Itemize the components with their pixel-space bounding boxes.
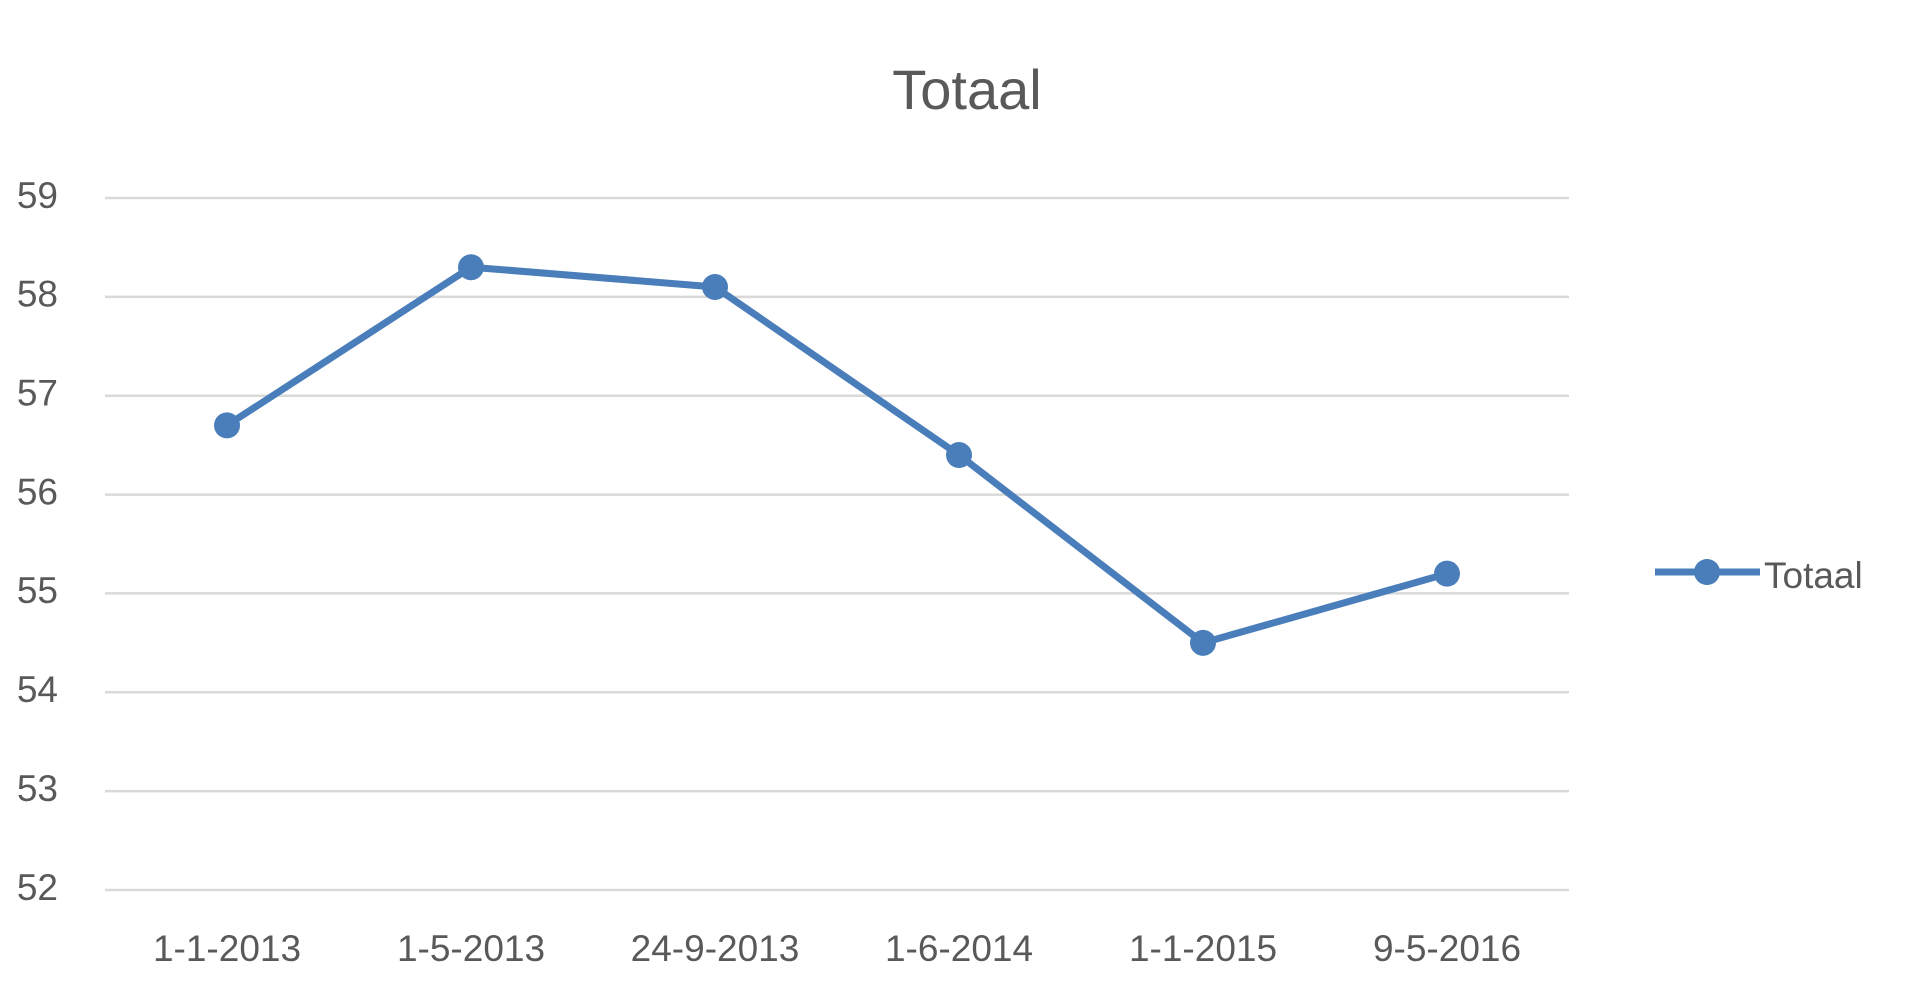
point-marker: [458, 254, 484, 281]
y-tick-label: 57: [17, 372, 58, 413]
x-tick-label: 1-1-2013: [153, 928, 301, 969]
y-tick-label: 55: [17, 570, 58, 611]
x-tick-label: 24-9-2013: [631, 928, 800, 969]
y-tick-label: 59: [17, 175, 58, 216]
point-marker: [946, 442, 972, 469]
x-tick-label: 1-6-2014: [885, 928, 1033, 969]
x-tick-label: 1-1-2015: [1129, 928, 1277, 969]
legend-marker: [1694, 559, 1720, 585]
y-tick-label: 56: [17, 471, 58, 512]
y-tick-label: 53: [17, 768, 58, 809]
point-marker: [214, 412, 240, 439]
x-tick-label: 1-5-2013: [397, 928, 545, 969]
point-marker: [702, 273, 728, 300]
y-tick-label: 54: [17, 669, 58, 710]
x-tick-label: 9-5-2016: [1373, 928, 1521, 969]
chart-title: Totaal: [892, 58, 1041, 121]
point-marker: [1190, 629, 1216, 656]
point-marker: [1434, 560, 1460, 587]
legend-label: Totaal: [1764, 555, 1863, 596]
series-line: [225, 263, 1448, 647]
y-tick-label: 52: [17, 867, 58, 908]
y-tick-label: 58: [17, 274, 58, 315]
